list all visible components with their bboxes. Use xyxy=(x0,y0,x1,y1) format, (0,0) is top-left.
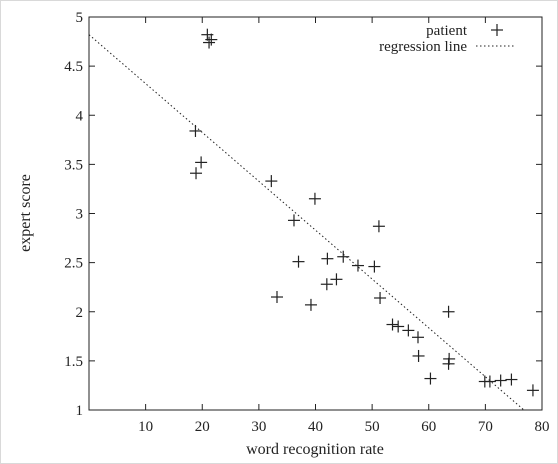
data-point xyxy=(443,358,455,370)
legend-marker-patient xyxy=(491,24,503,36)
data-point xyxy=(387,319,399,331)
y-tick-label: 5 xyxy=(76,10,84,26)
data-point xyxy=(443,306,455,318)
legend-label-patient: patient xyxy=(426,23,468,39)
data-point xyxy=(305,299,317,311)
data-point xyxy=(203,37,215,49)
y-axis: 1 1.5 2 2.5 3 3.5 4 4.5 5 xyxy=(64,10,542,419)
regression-line-series xyxy=(89,35,524,410)
data-point xyxy=(505,374,517,386)
data-point xyxy=(195,156,207,168)
y-tick-label: 4 xyxy=(76,108,84,124)
patient-series xyxy=(189,29,538,397)
x-tick-label: 20 xyxy=(195,419,210,435)
data-point xyxy=(337,251,349,263)
x-tick-label: 50 xyxy=(365,419,380,435)
data-point xyxy=(495,375,507,387)
plot-area xyxy=(89,17,542,410)
data-point xyxy=(190,167,202,179)
data-point xyxy=(352,260,364,272)
regression-line xyxy=(89,35,524,410)
y-tick-label: 1 xyxy=(76,403,84,419)
data-point xyxy=(265,175,277,187)
y-tick-label: 3 xyxy=(76,207,84,223)
x-tick-label: 40 xyxy=(308,419,323,435)
legend: patient regression line xyxy=(379,23,514,55)
data-point xyxy=(321,278,333,290)
data-point xyxy=(293,256,305,268)
data-point xyxy=(189,125,201,137)
x-axis-label: word recognition rate xyxy=(246,441,384,458)
data-point xyxy=(330,273,342,285)
y-tick-label: 3.5 xyxy=(64,157,83,173)
data-point xyxy=(288,214,300,226)
data-point xyxy=(374,292,386,304)
data-point xyxy=(527,384,539,396)
x-axis: 10 20 30 40 50 60 70 80 xyxy=(138,17,549,435)
data-point xyxy=(424,373,436,385)
x-tick-label: 30 xyxy=(251,419,266,435)
x-tick-label: 80 xyxy=(535,419,550,435)
y-axis-label: expert score xyxy=(17,174,34,252)
x-tick-label: 10 xyxy=(138,419,153,435)
y-tick-label: 2.5 xyxy=(64,256,83,272)
data-point xyxy=(271,291,283,303)
data-point xyxy=(321,253,333,265)
y-tick-label: 4.5 xyxy=(64,59,83,75)
data-point xyxy=(412,331,424,343)
legend-label-regression-line: regression line xyxy=(379,39,467,55)
data-point xyxy=(413,350,425,362)
y-tick-label: 1.5 xyxy=(64,354,83,370)
x-tick-label: 60 xyxy=(421,419,436,435)
y-tick-label: 2 xyxy=(76,305,84,321)
data-point xyxy=(368,261,380,273)
data-point xyxy=(309,193,321,205)
data-point xyxy=(373,220,385,232)
x-tick-label: 70 xyxy=(478,419,493,435)
